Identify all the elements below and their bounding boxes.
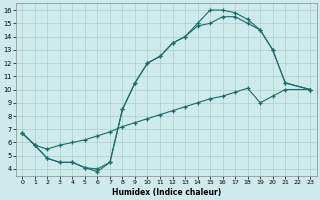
X-axis label: Humidex (Indice chaleur): Humidex (Indice chaleur) [112, 188, 221, 197]
